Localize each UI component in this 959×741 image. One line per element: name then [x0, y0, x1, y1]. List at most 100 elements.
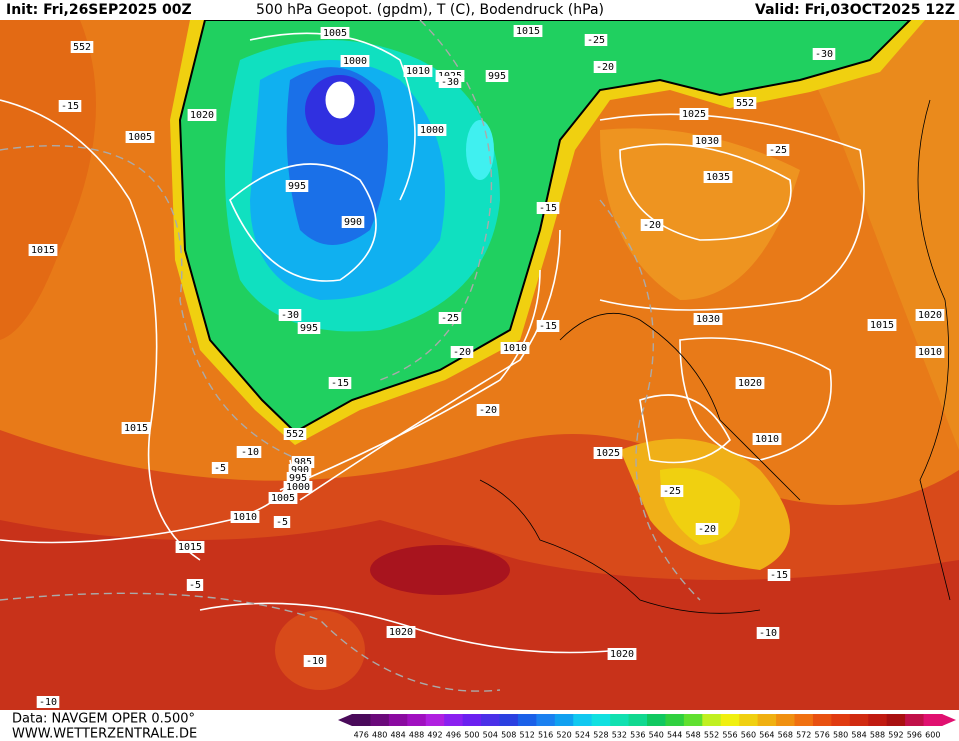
contour-label: -10: [303, 655, 327, 667]
contour-label-text: -15: [61, 101, 79, 112]
contour-label-text: 1010: [503, 343, 527, 354]
colorbar-label: 548: [685, 731, 700, 740]
contour-label-box: [915, 309, 945, 321]
contour-label-text: -25: [441, 313, 459, 324]
colorbar-label: 552: [704, 731, 719, 740]
colorbar-swatch: [702, 714, 722, 726]
contour-label-text: -25: [663, 486, 681, 497]
coastline: [479, 479, 761, 614]
contour-label-box: [692, 135, 722, 147]
colorbar-swatch: [610, 714, 630, 726]
contour-label: 1030: [692, 135, 722, 147]
contour-label: -5: [211, 462, 229, 474]
contour-label: -25: [660, 485, 684, 497]
field: [600, 128, 800, 300]
colorbar-label: 508: [501, 731, 516, 740]
colorbar-arrow: [338, 714, 352, 726]
field: [780, 20, 959, 450]
valid-time: Valid: Fri,03OCT2025 12Z: [755, 2, 955, 18]
contour-label-text: -25: [769, 145, 787, 156]
map-title: 500 hPa Geopot. (gpdm), T (C), Bodendruc…: [256, 2, 604, 18]
contour-label-box: [536, 320, 560, 332]
contour-label-text: -15: [331, 378, 349, 389]
isobar: [639, 394, 731, 464]
isobar: [299, 229, 561, 501]
contour-label-box: [593, 61, 617, 73]
contour-label-text: -10: [306, 656, 324, 667]
colorbar-swatch: [444, 714, 464, 726]
contour-label-box: [584, 34, 608, 46]
contour-label-box: [283, 428, 307, 440]
map: 5521005100010101015995100510009959909951…: [0, 19, 959, 710]
header-band: [0, 0, 959, 20]
isobar: [249, 32, 416, 201]
contour-label-text: 990: [291, 465, 309, 476]
colorbar-swatch: [794, 714, 814, 726]
contour-label-text: 1005: [323, 28, 347, 39]
contour-label-text: 1020: [738, 378, 762, 389]
contour-label-box: [485, 70, 509, 82]
contour-label: -20: [593, 61, 617, 73]
colorbar-label: 512: [520, 731, 535, 740]
contour-label: -15: [328, 377, 352, 389]
contour-label-text: -5: [276, 517, 288, 528]
colorbar-swatch: [923, 714, 943, 726]
colorbar-swatch: [407, 714, 427, 726]
contour-label-text: 985: [294, 457, 312, 468]
contour-label: 1000: [283, 481, 313, 493]
contour-label-box: [283, 481, 313, 493]
contour-label: 1010: [403, 65, 433, 77]
contour-label: -15: [536, 202, 560, 214]
contour-label-box: [812, 48, 836, 60]
contour-label: -15: [767, 569, 791, 581]
contour-label: 1000: [417, 124, 447, 136]
contour-label-box: [125, 131, 155, 143]
contour-label: -10: [36, 696, 60, 708]
colorbar-label: 520: [556, 731, 571, 740]
colorbar-label: 572: [796, 731, 811, 740]
contour-label: 552: [70, 41, 94, 53]
contour-label-box: [187, 109, 217, 121]
contour-label-text: 995: [288, 181, 306, 192]
contour-label-box: [303, 655, 327, 667]
contour-label-text: 1025: [596, 448, 620, 459]
colorbar-swatch: [388, 714, 408, 726]
colorbar-swatch: [352, 714, 371, 726]
contour-label: 995: [485, 70, 509, 82]
contour-label: 1015: [175, 541, 205, 553]
colorbar-swatch: [831, 714, 851, 726]
contour-label: -10: [756, 627, 780, 639]
colorbar-label: 580: [833, 731, 848, 740]
contour-label: -25: [766, 144, 790, 156]
contour-label: 1020: [915, 309, 945, 321]
field: [275, 610, 365, 690]
isotherm: [379, 19, 493, 381]
contour-label-box: [36, 696, 60, 708]
contour-labels: 5521005100010101015995100510009959909951…: [28, 25, 945, 708]
contour-label-box: [58, 100, 82, 112]
contour-label: 995: [285, 180, 309, 192]
contour-label-text: 552: [73, 42, 91, 53]
data-source: Data: NAVGEM OPER 0.500°: [12, 712, 195, 727]
contour-label-text: 1035: [706, 172, 730, 183]
contour-label-text: 552: [736, 98, 754, 109]
contour-label-text: -25: [587, 35, 605, 46]
contour-label: 1010: [230, 511, 260, 523]
contour-label-text: 995: [289, 473, 307, 484]
contour-label: 1020: [187, 109, 217, 121]
colorbar-swatch: [554, 714, 574, 726]
contour-label: -20: [695, 523, 719, 535]
contour-label: -5: [186, 579, 204, 591]
colorbar-swatch: [481, 714, 500, 726]
contour-label: 1005: [268, 492, 298, 504]
field: [466, 120, 494, 180]
colorbar-swatch: [757, 714, 777, 726]
colorbar-label: 484: [390, 731, 405, 740]
isobar: [229, 163, 377, 282]
contour-label: -30: [278, 309, 302, 321]
contour-label-box: [386, 626, 416, 638]
colorbar-label: 488: [409, 731, 424, 740]
contour-label-text: -10: [39, 697, 57, 708]
colorbar-label: 584: [851, 731, 866, 740]
contour-label-box: [679, 108, 709, 120]
